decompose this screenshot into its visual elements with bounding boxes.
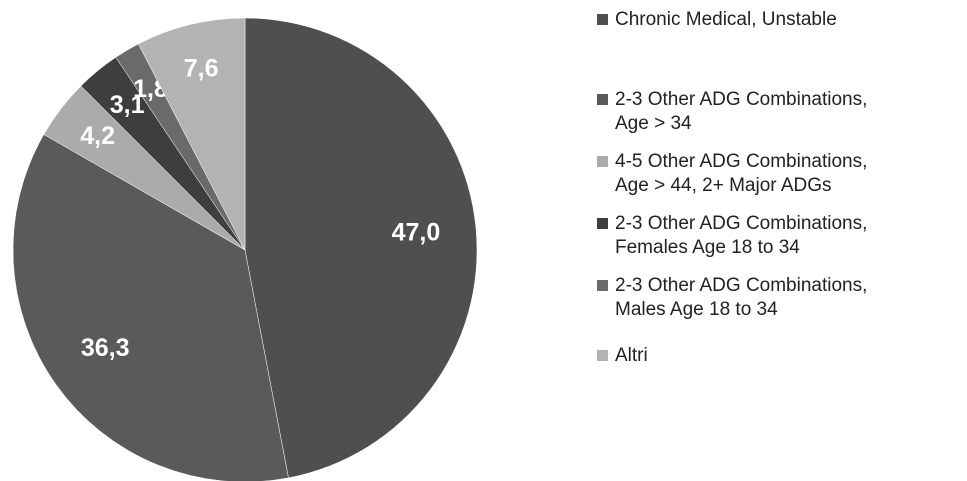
legend-swatch (597, 156, 608, 167)
legend-swatch (597, 350, 608, 361)
legend-swatch (597, 218, 608, 229)
legend-swatch (597, 14, 608, 25)
legend-label: Altri (615, 345, 648, 366)
legend-label: Chronic Medical, Unstable (615, 9, 837, 30)
legend-label: 2-3 Other ADG Combinations, Females Age … (615, 213, 868, 258)
pie-slice (138, 17, 246, 251)
legend-item: Altri (597, 344, 897, 368)
legend-swatch (597, 94, 608, 105)
legend-item: 2-3 Other ADG Combinations, Females Age … (597, 212, 897, 260)
pie-slice (244, 17, 478, 479)
slice-label: 7,6 (184, 54, 219, 82)
slice-label: 36,3 (81, 334, 130, 362)
legend-item: Chronic Medical, Unstable (597, 8, 897, 32)
legend-label: 2-3 Other ADG Combinations, Age > 34 (615, 89, 868, 134)
legend-label: 2-3 Other ADG Combinations, Males Age 18… (615, 275, 868, 320)
pie-slice (12, 134, 289, 481)
legend-swatch (597, 280, 608, 291)
legend-item: 2-3 Other ADG Combinations, Males Age 18… (597, 274, 897, 322)
slice-label: 3,1 (110, 91, 145, 119)
legend-label: 4-5 Other ADG Combinations, Age > 44, 2+… (615, 151, 868, 196)
slice-label: 4,2 (80, 122, 115, 150)
slice-label: 47,0 (392, 218, 441, 246)
legend-item: 4-5 Other ADG Combinations, Age > 44, 2+… (597, 150, 897, 198)
legend-item: 2-3 Other ADG Combinations, Age > 34 (597, 88, 897, 136)
